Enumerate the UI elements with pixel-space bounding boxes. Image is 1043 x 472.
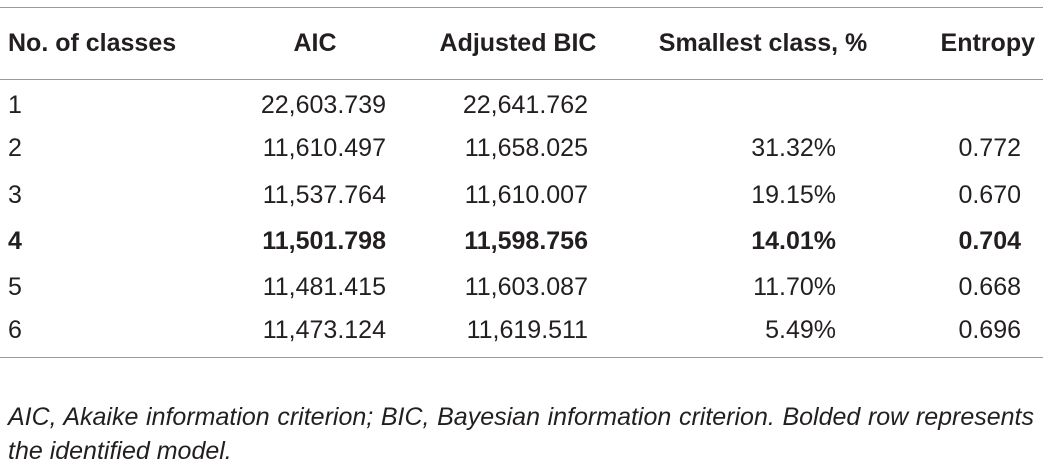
table-row: 6 11,473.124 11,619.511 5.49% 0.696 [0,311,1043,358]
cell-classes: 2 [8,134,22,163]
cell-adjusted-bic: 22,641.762 [462,91,588,120]
cell-entropy: 0.704 [958,227,1021,256]
header-no-of-classes: No. of classes [8,29,177,57]
cell-aic: 11,473.124 [262,316,386,345]
cell-smallest-class: 11.70% [753,273,836,302]
cell-classes: 6 [8,316,22,345]
table-row: 2 11,610.497 11,658.025 31.32% 0.772 [0,126,1043,172]
cell-classes: 3 [8,180,22,209]
cell-adjusted-bic: 11,603.087 [464,273,588,302]
table-row: 1 22,603.739 22,641.762 [0,80,1043,126]
header-aic: AIC [293,29,337,57]
cell-smallest-class [618,80,908,126]
model-fit-table: No. of classes AIC Adjusted BIC Smallest… [0,7,1043,358]
cell-adjusted-bic: 11,610.007 [464,180,588,209]
cell-entropy: 0.772 [958,134,1021,163]
cell-aic: 11,501.798 [262,227,386,256]
cell-adjusted-bic: 11,598.756 [464,227,588,256]
table-footnote: AIC, Akaike information criterion; BIC, … [8,403,1034,465]
cell-smallest-class: 31.32% [751,134,836,163]
table-header-row: No. of classes AIC Adjusted BIC Smallest… [0,7,1043,80]
header-adjusted-bic: Adjusted BIC [439,29,597,57]
cell-aic: 11,537.764 [262,180,386,209]
cell-aic: 11,481.415 [262,273,386,302]
cell-aic: 22,603.739 [260,91,386,120]
cell-entropy [908,80,1043,126]
cell-smallest-class: 5.49% [765,316,836,345]
cell-classes: 1 [8,91,22,120]
cell-entropy: 0.696 [958,316,1021,345]
cell-entropy: 0.670 [958,180,1021,209]
cell-adjusted-bic: 11,619.511 [466,316,588,345]
table-body: 1 22,603.739 22,641.762 2 11,610.497 11,… [0,80,1043,358]
table-row-identified-model: 4 11,501.798 11,598.756 14.01% 0.704 [0,218,1043,264]
cell-classes: 4 [8,227,22,256]
cell-entropy: 0.668 [958,273,1021,302]
cell-adjusted-bic: 11,658.025 [464,134,588,163]
cell-classes: 5 [8,273,22,302]
cell-smallest-class: 19.15% [751,180,836,209]
cell-aic: 11,610.497 [262,134,386,163]
header-smallest-class: Smallest class, % [658,29,868,57]
header-entropy: Entropy [940,29,1035,57]
table-row: 3 11,537.764 11,610.007 19.15% 0.670 [0,172,1043,218]
table-row: 5 11,481.415 11,603.087 11.70% 0.668 [0,265,1043,311]
cell-smallest-class: 14.01% [751,227,836,256]
